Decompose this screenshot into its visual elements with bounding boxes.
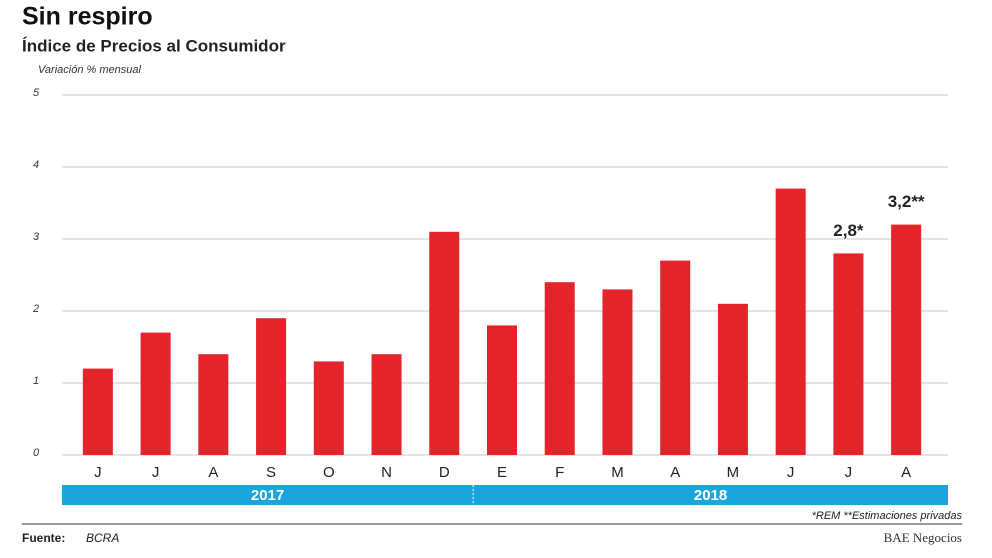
x-tick-label: E [497,464,507,481]
value-label: 2,8* [833,221,864,240]
x-tick-label: M [611,464,624,481]
year-band [473,485,948,505]
credit: BAE Negocios [884,530,962,545]
bar [833,253,864,455]
bar [140,332,171,455]
bar [198,354,229,455]
x-tick-label: A [670,464,680,481]
bar [891,224,922,455]
x-tick-label: A [208,464,218,481]
x-tick-label: J [845,464,853,481]
bar [429,231,460,455]
value-label: 3,2** [888,192,925,211]
bar [602,289,633,455]
bar [660,260,691,455]
bar [82,368,113,455]
y-tick-label: 5 [33,87,40,99]
x-tick-label: N [381,464,392,481]
chart-title: Sin respiro [22,3,153,31]
x-tick-label: M [727,464,740,481]
y-tick-label: 1 [33,375,39,387]
bar [717,303,748,455]
x-tick-label: A [901,464,911,481]
bar [486,325,518,455]
bar [313,361,344,455]
bar [544,282,575,455]
bar [371,354,402,455]
x-tick-label: S [266,464,276,481]
x-tick-label: O [323,464,335,481]
year-label: 2017 [251,487,284,504]
x-tick-label: J [94,464,102,481]
x-tick-label: J [787,464,795,481]
chart-subtitle: Índice de Precios al Consumidor [22,36,286,55]
y-tick-label: 4 [33,159,39,171]
source: BCRA [86,531,119,545]
bar [256,318,287,455]
bar [775,188,806,455]
footnote: *REM **Estimaciones privadas [812,510,963,522]
y-tick-label: 2 [32,303,39,315]
year-label: 2018 [694,487,727,504]
x-tick-label: F [555,464,564,481]
y-tick-label: 0 [33,447,40,459]
x-tick-label: D [439,464,450,481]
source-label: Fuente: [22,531,65,545]
y-axis-label: Variación % mensual [38,64,141,76]
y-tick-label: 3 [33,231,40,243]
x-tick-label: J [152,464,160,481]
year-band [62,485,474,505]
